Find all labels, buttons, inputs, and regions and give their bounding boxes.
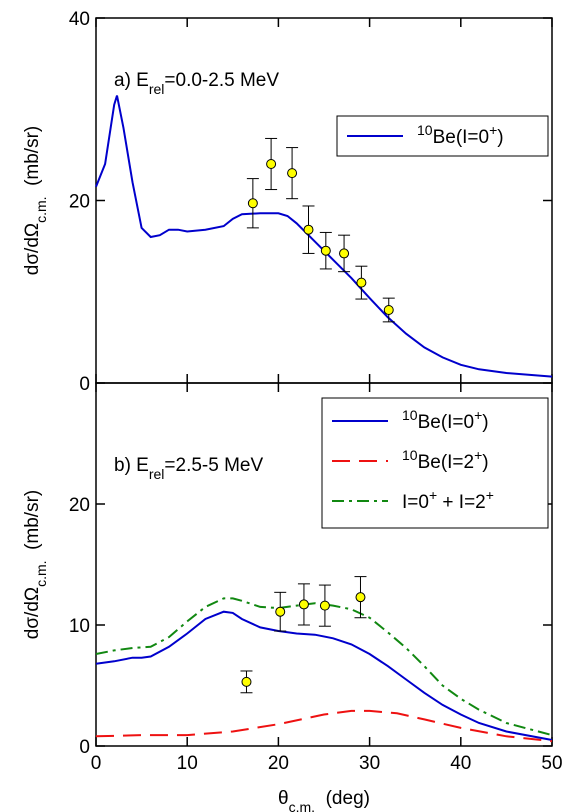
data-point bbox=[383, 305, 394, 315]
x-axis-label-part: c.m. bbox=[289, 799, 315, 812]
y-axis-label-part: (mb/sr) bbox=[22, 490, 43, 561]
annotation: b) Erel=2.5-5 MeV bbox=[114, 455, 263, 482]
y-axis-label-part: c.m. bbox=[33, 196, 49, 222]
y-axis-label-part: dσ/dΩ bbox=[22, 587, 43, 639]
data-point bbox=[319, 600, 330, 611]
curve bbox=[95, 597, 553, 737]
x-tick-label: 20 bbox=[268, 753, 289, 774]
x-tick-label: 50 bbox=[541, 753, 562, 774]
x-axis-label-part: (deg) bbox=[315, 788, 370, 809]
data-point bbox=[275, 606, 286, 617]
y-tick-label: 20 bbox=[69, 192, 90, 213]
annotation-part: rel bbox=[149, 81, 165, 97]
data-point bbox=[247, 198, 258, 209]
data-point bbox=[287, 168, 298, 179]
y-axis-label: dσ/dΩc.m. (mb/sr) bbox=[22, 490, 49, 640]
legend-label-part: + bbox=[474, 447, 482, 463]
legend-label-part: ) bbox=[482, 452, 488, 473]
y-axis-label-part: (mb/sr) bbox=[22, 126, 43, 197]
y-axis-label-part: dσ/dΩ bbox=[22, 223, 43, 275]
annotation-part: =2.5-5 MeV bbox=[164, 455, 263, 476]
legend-label-part: 10 bbox=[417, 122, 433, 138]
plot-frame bbox=[95, 382, 553, 747]
data-point bbox=[266, 159, 277, 169]
legend-box bbox=[321, 397, 549, 529]
legend-label-part: 10 bbox=[402, 407, 418, 423]
legend-label-part: 10 bbox=[402, 447, 418, 463]
y-tick-label: 0 bbox=[79, 737, 90, 758]
y-axis-label: dσ/dΩc.m. (mb/sr) bbox=[22, 126, 49, 276]
legend-label-part: I=0 bbox=[402, 492, 429, 513]
data-point bbox=[241, 676, 252, 687]
data-point bbox=[355, 592, 366, 603]
curve bbox=[95, 610, 553, 741]
legend-label: 10Be(I=0+) bbox=[417, 122, 504, 148]
x-axis-label-part: θ bbox=[278, 788, 289, 809]
y-tick-label: 10 bbox=[69, 616, 90, 637]
legend-label-part: + bbox=[486, 487, 494, 503]
annotation-part: a) E bbox=[114, 70, 149, 91]
annotation: a) Erel=0.0-2.5 MeV bbox=[114, 70, 279, 97]
legend-label-part: + bbox=[474, 407, 482, 423]
data-point bbox=[320, 245, 331, 256]
data-point bbox=[303, 224, 314, 235]
legend-label-part: Be(I=2 bbox=[418, 452, 475, 473]
curve bbox=[95, 95, 553, 378]
legend-label-part: Be(I=0 bbox=[433, 127, 490, 148]
annotation-part: =0.0-2.5 MeV bbox=[164, 70, 279, 91]
annotation-part: rel bbox=[149, 466, 165, 482]
x-axis-label: θc.m. (deg) bbox=[278, 788, 370, 812]
legend-label-part: Be(I=0 bbox=[418, 412, 475, 433]
legend-label-part: + bbox=[429, 487, 437, 503]
x-tick-label: 10 bbox=[177, 753, 198, 774]
legend-label: 10Be(I=0+) bbox=[402, 407, 489, 433]
legend-label-part: ) bbox=[497, 127, 503, 148]
y-tick-label: 0 bbox=[79, 374, 90, 395]
x-tick-label: 40 bbox=[450, 753, 471, 774]
legend-label: I=0+ + I=2+ bbox=[402, 487, 494, 513]
data-point bbox=[356, 277, 367, 288]
legend-label-part: + I=2 bbox=[437, 492, 486, 513]
x-tick-label: 30 bbox=[359, 753, 380, 774]
legend-label: 10Be(I=2+) bbox=[402, 447, 489, 473]
y-tick-label: 40 bbox=[69, 9, 90, 30]
data-point bbox=[339, 248, 350, 259]
y-tick-label: 20 bbox=[69, 495, 90, 516]
legend-label-part: ) bbox=[482, 412, 488, 433]
x-tick-label: 0 bbox=[91, 753, 102, 774]
annotation-part: b) E bbox=[114, 455, 149, 476]
legend-label-part: + bbox=[489, 122, 497, 138]
curve bbox=[95, 709, 553, 743]
y-axis-label-part: c.m. bbox=[33, 560, 49, 586]
data-point bbox=[298, 599, 309, 610]
